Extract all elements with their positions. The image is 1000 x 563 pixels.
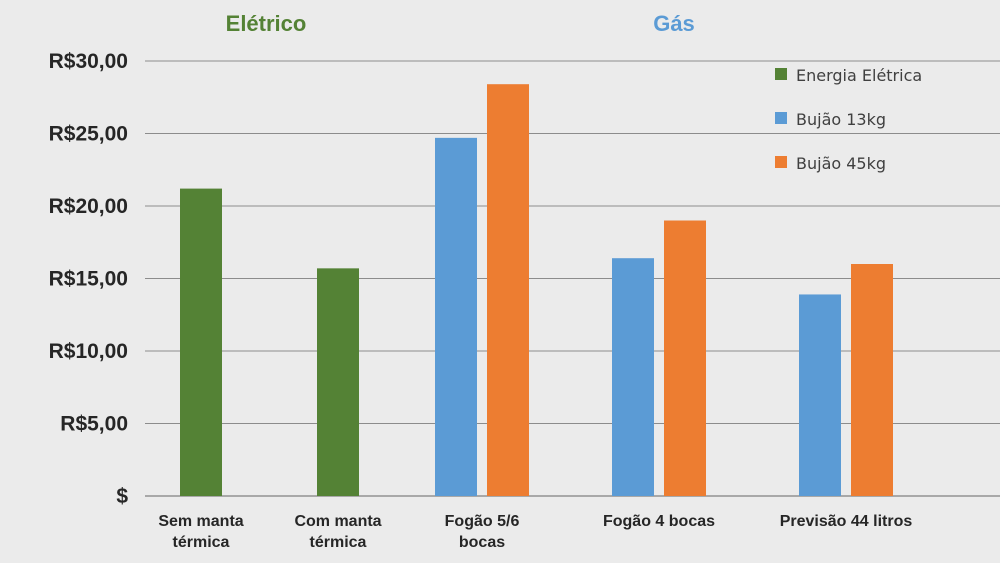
x-tick-label: Fogão 4 bocas [603, 513, 715, 530]
legend-item-bujao-45kg: Bujão 45kg [775, 154, 886, 173]
y-tick-label: R$15,00 [49, 268, 128, 291]
x-tick-label: Previsão 44 litros [780, 513, 913, 530]
x-tick-label: Fogão 5/6 bocas [445, 513, 520, 551]
x-tick-label: Sem manta térmica [158, 513, 243, 551]
x-tick-label-line: bocas [459, 534, 505, 551]
legend-swatch-energia-eletrica [775, 68, 787, 80]
x-tick-label-line: Com manta [294, 513, 381, 530]
y-tick-label: R$30,00 [49, 50, 128, 73]
x-tick-label-line: Previsão 44 litros [780, 513, 913, 530]
bar-energia-eletrica-sem-manta-termica [180, 188, 222, 496]
bar-bujao-13kg-fogao-5-6-bocas [435, 137, 477, 496]
group-title-gas: Gás [653, 11, 695, 36]
bar-bujao-45kg-fogao-5-6-bocas [487, 84, 529, 496]
bars [180, 84, 893, 496]
legend-label-bujao-13kg: Bujão 13kg [796, 110, 886, 129]
legend: Energia Elétrica Bujão 13kg Bujão 45kg [775, 66, 922, 173]
y-tick-label: R$25,00 [49, 123, 128, 146]
group-titles: Elétrico Gás [226, 11, 695, 36]
group-title-eletrico: Elétrico [226, 11, 307, 36]
x-tick-label: Com manta térmica [294, 513, 381, 551]
y-tick-label: R$10,00 [49, 340, 128, 363]
y-tick-label: $ [116, 485, 128, 508]
legend-swatch-bujao-13kg [775, 112, 787, 124]
bar-bujao-45kg-previsao-44-litros [851, 264, 893, 496]
x-tick-label-line: Sem manta [158, 513, 243, 530]
bar-bujao-13kg-fogao-4-bocas [612, 258, 654, 496]
y-tick-label: R$5,00 [60, 413, 128, 436]
bar-energia-eletrica-com-manta-termica [317, 268, 359, 496]
x-tick-label-line: Fogão 4 bocas [603, 513, 715, 530]
x-tick-label-line: térmica [310, 534, 367, 551]
legend-swatch-bujao-45kg [775, 156, 787, 168]
legend-label-energia-eletrica: Energia Elétrica [796, 66, 922, 85]
y-axis-tick-labels: $ R$5,00 R$10,00 R$15,00 R$20,00 R$25,00 R$30,… [49, 50, 129, 508]
legend-label-bujao-45kg: Bujão 45kg [796, 154, 886, 173]
bar-bujao-45kg-fogao-4-bocas [664, 220, 706, 496]
bar-bujao-13kg-previsao-44-litros [799, 294, 841, 496]
x-axis-tick-labels: Sem manta térmica Com manta térmica Fogão 5/… [158, 513, 912, 551]
legend-item-bujao-13kg: Bujão 13kg [775, 110, 886, 129]
x-tick-label-line: térmica [173, 534, 230, 551]
legend-item-energia-eletrica: Energia Elétrica [775, 66, 922, 85]
x-tick-label-line: Fogão 5/6 [445, 513, 520, 530]
y-tick-label: R$20,00 [49, 195, 128, 218]
